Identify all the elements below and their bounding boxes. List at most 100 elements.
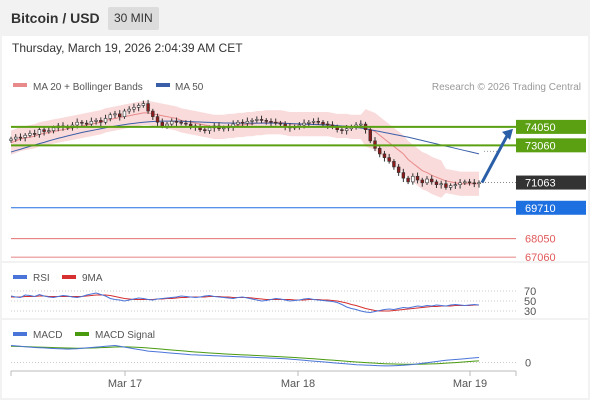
candle-body <box>316 120 320 123</box>
level-label-71063: 71063 <box>525 178 556 190</box>
candle-body <box>28 133 32 136</box>
candle-body <box>127 108 131 112</box>
candle-body <box>174 120 179 123</box>
candle-body <box>9 138 13 141</box>
candle-body <box>448 185 453 188</box>
candle-body <box>439 183 443 186</box>
candle-body <box>430 178 434 183</box>
candle-body <box>311 120 316 123</box>
candle-body <box>80 121 84 124</box>
candle-body <box>326 123 330 126</box>
candle-body <box>278 122 283 125</box>
candle-body <box>444 183 448 188</box>
candle-body <box>184 122 188 125</box>
rsi-ma-legend-swatch <box>62 275 76 279</box>
level-label-69710: 69710 <box>525 203 556 215</box>
candle-body <box>14 136 18 140</box>
rsi-legend-swatch <box>13 275 27 279</box>
candle-body <box>122 110 127 117</box>
ma20-line <box>10 112 479 185</box>
macd-legend-swatch <box>13 332 27 336</box>
ma50-legend-label: MA 50 <box>175 82 204 93</box>
ma50-legend-swatch <box>156 83 170 87</box>
candle-body <box>207 127 212 131</box>
candle-body <box>472 182 476 185</box>
candle-body <box>132 107 136 110</box>
level-tag-74050 <box>516 119 586 134</box>
candle-body <box>99 120 103 123</box>
levels-layer: 74050 73060 71063 69710 68050 67060 <box>11 119 586 264</box>
candle-body <box>236 121 240 125</box>
timeframe-badge[interactable]: 30 MIN <box>108 7 159 30</box>
candle-body <box>264 120 268 122</box>
candle-body <box>359 123 363 126</box>
rsi-tick-30: 30 <box>524 306 536 318</box>
x-tick-label: Mar 19 <box>453 378 487 390</box>
candle-body <box>425 178 429 184</box>
ma20-legend-swatch <box>13 83 27 87</box>
level-label-73060: 73060 <box>525 140 556 152</box>
candle-body <box>170 120 174 125</box>
candle-body <box>406 177 410 183</box>
candle-body <box>396 166 401 173</box>
candle-body <box>75 121 79 126</box>
candle-body <box>463 181 467 184</box>
candle-body <box>151 110 155 117</box>
macd-signal-legend-label: MACD Signal <box>95 330 155 341</box>
rsi-tick-50: 50 <box>524 296 536 308</box>
level-tag-69710 <box>516 200 586 215</box>
candle-body <box>222 127 226 130</box>
candle-body <box>382 153 387 158</box>
candle-body <box>344 128 349 131</box>
candle-body <box>141 103 146 106</box>
candle-body <box>477 182 481 185</box>
candle-body <box>415 175 420 181</box>
macd-line <box>10 344 480 367</box>
macd-legend-label: MACD <box>33 330 62 341</box>
candle-body <box>467 181 472 184</box>
candle-body <box>118 113 122 117</box>
x-axis: Mar 17 Mar 18 Mar 19 <box>10 371 517 390</box>
rsi-ma-legend-label: 9MA <box>82 273 103 284</box>
candle-body <box>89 120 94 125</box>
candle-body <box>18 136 23 139</box>
candle-body <box>23 134 27 138</box>
macd-tick-0: 0 <box>525 358 531 370</box>
level-label-67060: 67060 <box>525 252 556 264</box>
candle-body <box>84 122 89 125</box>
chart-header: Bitcoin / USD 30 MIN <box>0 0 590 36</box>
candle-body <box>179 121 183 124</box>
candle-body <box>255 119 259 121</box>
candle-body <box>269 120 273 123</box>
candle-body <box>47 130 51 132</box>
timestamp: Thursday, March 19, 2026 2:04:39 AM CET <box>12 41 243 55</box>
candle-body <box>32 133 37 135</box>
candle-body <box>401 172 406 179</box>
candle-body <box>42 129 46 132</box>
projection-arrow <box>480 135 509 184</box>
candle-body <box>160 121 164 127</box>
rsi-tick-70: 70 <box>524 286 536 298</box>
candle-body <box>378 148 382 155</box>
price-chart: Thursday, March 19, 2026 2:04:39 AM CET … <box>2 41 588 390</box>
candle-body <box>155 116 160 123</box>
candle-body <box>165 123 169 127</box>
candle-body <box>411 175 415 183</box>
macd-signal-legend-swatch <box>75 332 89 336</box>
candle-body <box>240 121 245 124</box>
candle-body <box>51 127 56 131</box>
rsi-legend-label: RSI <box>33 273 50 284</box>
candle-body <box>302 122 306 126</box>
ma20-legend-label: MA 20 + Bollinger Bands <box>33 82 143 93</box>
candle-body <box>146 103 150 112</box>
candle-body <box>245 120 250 124</box>
candle-body <box>453 184 458 186</box>
instrument-title: Bitcoin / USD <box>11 10 100 26</box>
candle-body <box>387 157 391 162</box>
bollinger-band <box>11 100 479 198</box>
candle-body <box>250 120 254 122</box>
candle-body <box>136 105 141 108</box>
level-label-68050: 68050 <box>525 234 556 246</box>
candle-body <box>113 113 117 116</box>
